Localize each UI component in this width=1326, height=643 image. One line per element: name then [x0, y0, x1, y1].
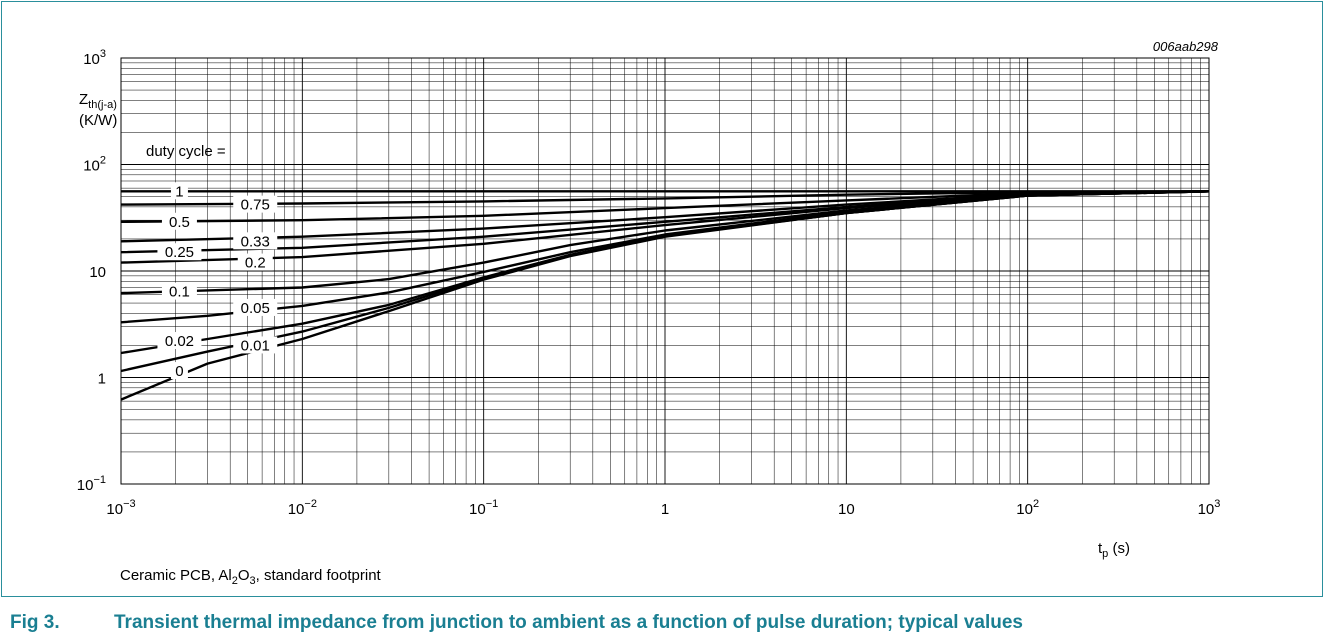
y-axis-label: Zth(j-a) [79, 91, 117, 111]
x-tick-label: 10−3 [106, 498, 135, 518]
series-label: 0.33 [241, 233, 270, 250]
series-label: 0.1 [169, 284, 190, 301]
series-label-bg [233, 232, 278, 250]
x-tick-label: 10 [838, 501, 855, 518]
figure-caption-text: Transient thermal impedance from junctio… [114, 612, 1023, 633]
series-label-bg [170, 182, 188, 200]
x-tick-label: 102 [1016, 498, 1039, 518]
series-label: 0.25 [165, 244, 194, 261]
figure-caption: Fig 3. Transient thermal impedance from j… [10, 612, 1023, 634]
series-label-bg [157, 332, 202, 350]
x-tick-label: 10−2 [288, 498, 317, 518]
x-axis-label-sub: p [1102, 548, 1108, 560]
series-label-bg [233, 336, 278, 354]
grid-lines [120, 57, 1210, 485]
y-axis-label-sub: th(j-a) [88, 99, 117, 111]
y-tick-label: 102 [83, 155, 106, 175]
series-label-bg [233, 298, 278, 316]
plot-border [120, 57, 1210, 485]
series-label-bg [233, 195, 278, 213]
x-axis-label-main: t [1098, 540, 1103, 557]
y-tick-label: 10−1 [77, 474, 106, 494]
footnote: Ceramic PCB, Al2O3, standard footprint [120, 567, 381, 587]
x-tick-label: 103 [1198, 498, 1221, 518]
series-label: 0.5 [169, 214, 190, 231]
series-label: 1 [175, 183, 183, 200]
series-label-bg [237, 253, 273, 271]
y-tick-label: 10 [89, 264, 106, 281]
series-labels: 1 0.75 0.5 0.33 0.25 0.2 0.1 0.05 0.02 0.01 0 [157, 182, 278, 380]
series-label: 0.02 [165, 333, 194, 350]
footnote-mid: O [237, 567, 250, 584]
footnote-pre: Ceramic PCB, Al [120, 567, 232, 584]
x-tick-label: 1 [661, 501, 669, 518]
figure-id: 006aab298 [1153, 39, 1219, 54]
y-axis-unit: (K/W) [79, 112, 117, 129]
series-label: 0.05 [241, 300, 270, 317]
footnote-sub2: 3 [249, 575, 256, 587]
series-label: 0.75 [241, 197, 270, 214]
x-axis-label: tp (s) [1098, 540, 1130, 560]
series-label: 0.2 [245, 255, 266, 272]
y-tick-label: 103 [83, 48, 106, 68]
figure-frame [1, 1, 1323, 597]
series-label: 0 [175, 363, 183, 380]
y-tick-label: 1 [98, 371, 106, 388]
series-label-bg [157, 243, 202, 261]
figure-number: Fig 3. [10, 612, 60, 633]
footnote-sub1: 2 [231, 575, 238, 587]
footnote-post: , standard footprint [255, 567, 381, 584]
series-label-bg [170, 362, 188, 380]
x-axis-label-unit: (s) [1108, 540, 1130, 557]
series-label-bg [161, 282, 197, 300]
legend-title: duty cycle = [146, 143, 226, 160]
y-axis-label-main: Z [79, 91, 88, 108]
series-label-bg [161, 212, 197, 230]
x-tick-label: 10−1 [469, 498, 498, 518]
series-label: 0.01 [241, 337, 270, 354]
thermal-impedance-chart: 1 0.75 0.5 0.33 0.25 0.2 0.1 0.05 0.02 0.01 0 10−3… [77, 39, 1221, 560]
